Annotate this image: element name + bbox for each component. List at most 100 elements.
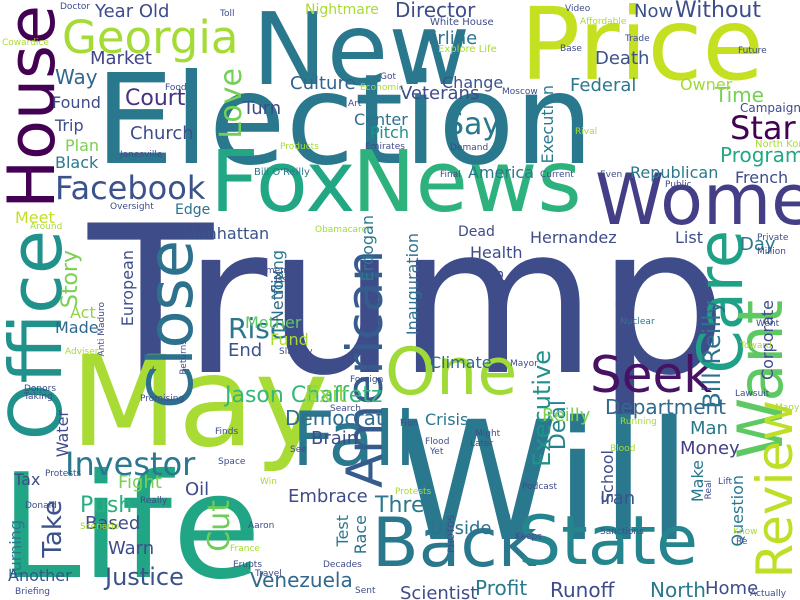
word-obamacare: Obamacare — [315, 225, 368, 235]
word-donald: Donald — [25, 501, 57, 511]
word-scientist: Scientist — [400, 583, 478, 600]
word-briefing: Briefing — [15, 587, 50, 597]
word-toll: Toll — [220, 9, 235, 19]
word-inauguration: Inauguration — [403, 233, 422, 336]
word-change: Change — [442, 73, 504, 92]
word-flood: Flood — [425, 437, 450, 447]
word-know: Know — [733, 527, 758, 537]
word-might: Might — [475, 429, 501, 439]
word-may: May — [70, 330, 329, 475]
word-made: Made — [55, 318, 99, 337]
word-democrat: Democrat — [285, 406, 384, 430]
word-promising: Promising — [140, 394, 185, 404]
word-close: Close — [134, 240, 207, 409]
word-justice: Justice — [105, 563, 184, 591]
word-manhattan: Manhattan — [183, 224, 270, 243]
word-way: Way — [55, 65, 98, 89]
word-jason-chaffetz: Jason Chaffetz — [225, 383, 383, 408]
word-decades: Decades — [323, 560, 362, 570]
word-meet: Meet — [15, 208, 55, 227]
word-health: Health — [470, 243, 523, 262]
word-emirates: Emirates — [365, 142, 405, 152]
word-reilly: Reilly — [542, 405, 591, 426]
word-new: New — [252, 0, 471, 108]
word-many: Many — [775, 403, 800, 413]
word-price: Price — [520, 0, 764, 103]
word-venezuela: Venezuela — [250, 568, 353, 592]
word-money: Money — [680, 438, 740, 459]
word-nightmare: Nightmare — [305, 2, 379, 18]
word-food: Food — [165, 83, 187, 93]
word-airline: Airline — [420, 28, 478, 49]
word-three: Three — [375, 493, 439, 518]
word-demand: Demand — [450, 143, 489, 153]
word-finds: Finds — [215, 427, 239, 437]
word-say: Say — [445, 107, 501, 142]
word-year-old: Year Old — [95, 1, 170, 22]
word-tax: Tax — [14, 470, 41, 489]
word-sent: Sent — [355, 586, 376, 596]
word-turn: Turn — [243, 98, 282, 119]
word-janesville: Janesville — [120, 150, 163, 160]
word-embrace: Embrace — [288, 486, 368, 507]
word-blood: Blood — [610, 444, 636, 454]
word-fight: Fight — [118, 472, 162, 493]
word-exit: Exit — [305, 383, 347, 408]
word-rise: Rise — [228, 312, 288, 345]
word-owner: Owner — [680, 75, 733, 94]
word-act: Act — [70, 303, 96, 322]
word-space: Space — [218, 457, 246, 467]
word-warn: Warn — [108, 538, 155, 559]
word-campaign: Campaign — [740, 101, 800, 115]
word-harassment: Harassment — [235, 266, 290, 276]
word-water: Water — [53, 410, 72, 458]
word-current: Current — [540, 170, 574, 180]
word-cowardice: Cowardice — [2, 38, 49, 48]
word-bill-reilly: Bill Reilly — [698, 300, 726, 409]
word-corporate: Corporate — [758, 300, 777, 380]
word-mayor: Mayor — [510, 359, 538, 369]
word-scenario: Scenario — [80, 522, 120, 532]
word-moscow: Moscow — [502, 87, 538, 97]
word-brain: Brain — [311, 428, 359, 449]
word-around: Around — [30, 222, 63, 232]
word-lawsuit: Lawsuit — [735, 389, 770, 399]
word-republican: Republican — [630, 163, 719, 182]
word-earnings: Earnings — [488, 270, 507, 340]
word-bill-o-reilly: Bill O'Reilly — [254, 167, 310, 178]
word-european: European — [118, 250, 137, 327]
word-issue: Issue — [275, 275, 299, 285]
word-north-korea: North Korea — [755, 139, 800, 150]
word-found: Found — [52, 93, 101, 112]
word-culture: Culture — [290, 73, 356, 94]
word-north: North — [650, 578, 706, 600]
word-france: France — [230, 544, 260, 554]
word-america: America — [468, 163, 534, 182]
word-adviser: Adviser — [65, 347, 99, 357]
word-based: Based — [85, 513, 141, 534]
word-black: Black — [55, 153, 99, 172]
word-investor: Investor — [65, 445, 196, 483]
word-court: Court — [125, 86, 186, 111]
word-upside: Upside — [430, 518, 492, 539]
word-market: Market — [90, 48, 152, 69]
word-now: Now — [634, 1, 674, 22]
word-pitch: Pitch — [370, 123, 409, 142]
word-doctor: Doctor — [60, 2, 91, 12]
word-film: Film — [400, 419, 419, 429]
word-state: State — [518, 502, 698, 581]
word-fall: Fall — [292, 395, 416, 483]
word-oil: Oil — [185, 479, 210, 500]
word-see: See — [290, 445, 307, 455]
word-travel: Travel — [255, 569, 282, 579]
word-even: Even — [600, 170, 623, 180]
word-federal: Federal — [570, 75, 637, 96]
word-program: Program — [720, 143, 800, 167]
word-million: Million — [757, 247, 786, 257]
word-economic: Economic — [360, 83, 404, 93]
word-execution: Execution — [538, 85, 557, 164]
word-protests: Protests — [395, 487, 432, 497]
word-list: List — [675, 228, 703, 247]
word-yet: Yet — [430, 447, 444, 457]
word-star: Star — [730, 109, 796, 147]
